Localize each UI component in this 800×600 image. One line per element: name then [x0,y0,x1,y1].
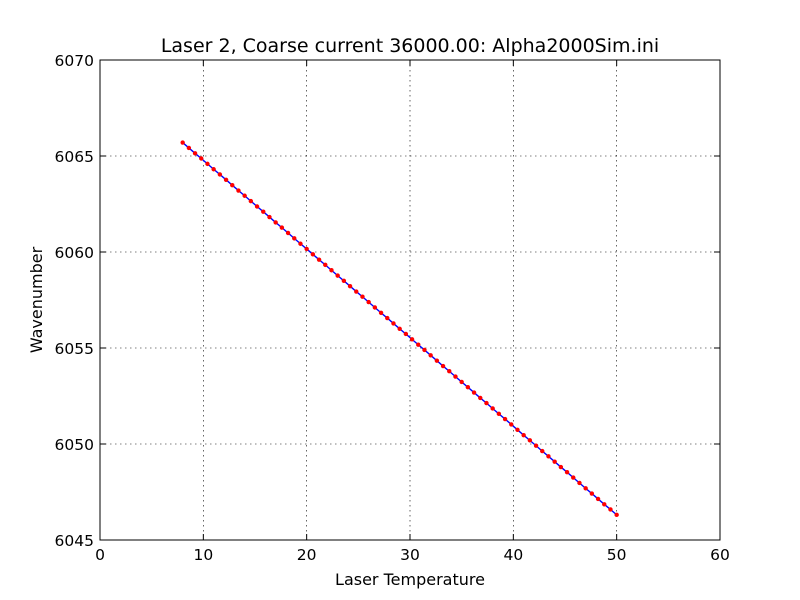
data-point [552,459,557,464]
data-point [360,294,365,299]
data-point [416,342,421,347]
data-point [509,422,514,427]
data-point [310,252,316,257]
y-tick-label: 6060 [55,244,94,262]
data-point [223,177,229,183]
data-point [267,214,272,220]
y-tick-label: 6055 [55,340,94,358]
data-point [447,369,452,374]
y-tick-label: 6065 [55,148,94,166]
data-point [589,491,595,496]
data-point [459,379,464,385]
data-point [527,438,533,443]
data-point [571,475,576,480]
data-point [248,198,254,204]
data-point [279,225,285,230]
x-tick-label: 60 [710,546,730,564]
x-tick-label: 0 [95,546,105,564]
data-point [465,384,471,390]
data-point [242,193,247,198]
data-point [533,443,539,448]
data-point [316,257,322,262]
data-point [515,427,520,432]
data-point [230,182,235,188]
data-point [583,486,588,491]
x-tick-label: 40 [503,546,523,564]
data-point [502,416,508,422]
data-point [564,470,570,475]
y-axis-label: Wavenumber [27,246,46,353]
data-point [471,390,477,395]
x-tick-label: 10 [193,546,213,564]
data-point [217,172,223,177]
data-point [292,236,297,241]
data-point [434,358,440,363]
data-point [180,140,185,145]
data-point [602,502,607,507]
data-point [577,480,582,486]
data-point [428,353,433,358]
x-axis-label: Laser Temperature [335,570,485,589]
axes-frame [99,59,721,541]
data-point [341,278,347,283]
data-point [329,268,334,273]
data-point [546,454,551,459]
data-point [403,331,409,337]
data-point [385,315,390,321]
data-point [378,310,384,316]
data-point [540,448,545,454]
data-point [236,188,241,193]
chart-title: Laser 2, Coarse current 36000.00: Alpha2… [161,35,659,57]
data-point [608,507,613,512]
data-point [211,167,216,172]
data-point [323,262,328,268]
data-point [453,374,458,379]
data-point [496,411,502,417]
data-point [354,289,359,294]
data-point [261,209,266,214]
data-series [180,140,619,518]
y-tick-label: 6045 [55,532,94,550]
x-tick-label: 30 [400,546,420,564]
data-point [478,395,483,401]
data-point [335,273,340,278]
data-point [347,283,353,289]
y-tick-label: 6050 [55,436,94,454]
data-point [192,151,198,156]
data-point [484,400,489,406]
x-tick-label: 20 [297,546,317,564]
data-point [397,326,402,331]
data-point [366,299,371,305]
data-point [285,230,291,236]
data-point [391,321,396,326]
data-point [558,464,564,470]
data-point [490,406,495,411]
data-point [614,512,619,518]
data-point [186,145,192,151]
data-point [595,496,601,502]
ticks: 0 10 20 30 40 50 60 6045 6050 6055 6060 6065 6070 [55,52,730,564]
y-tick-label: 6070 [55,52,94,70]
data-point [440,363,446,369]
x-tick-label: 50 [607,546,627,564]
data-point [304,246,309,252]
data-point [205,161,210,167]
data-point [422,347,427,353]
data-point [521,432,526,438]
data-point [273,220,278,225]
data-point [298,241,303,246]
grid [100,60,720,540]
data-point [409,337,415,342]
data-point [254,204,260,209]
data-point [199,156,204,161]
data-point [372,305,378,310]
